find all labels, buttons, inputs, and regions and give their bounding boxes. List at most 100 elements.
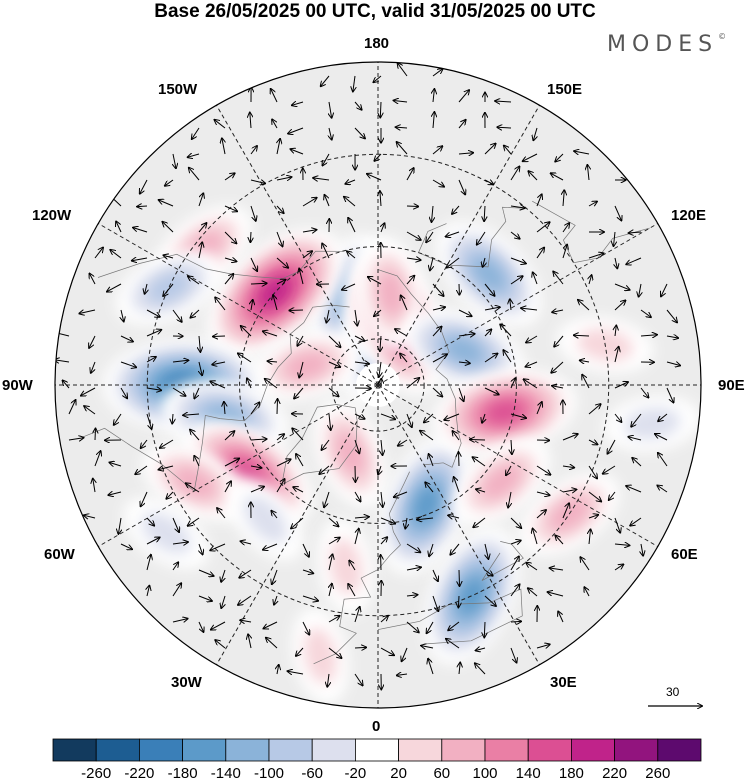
wind-vector-400: [550, 568, 564, 570]
wind-vector-245: [640, 387, 648, 398]
wind-vector-102: [536, 222, 550, 233]
wind-vector-155: [172, 309, 182, 322]
wind-vector-47: [140, 179, 148, 194]
wind-vector-125: [562, 245, 567, 259]
wind-vector-241: [524, 379, 538, 389]
wind-vector-360: [588, 515, 598, 518]
wind-vector-162: [355, 309, 357, 326]
wind-vector-367: [210, 543, 226, 550]
wind-vector-219: [580, 360, 590, 362]
wind-vector-34: [277, 139, 280, 155]
wind-vector-60: [484, 180, 493, 184]
wind-vector-262: [444, 413, 460, 420]
wind-vector-97: [406, 231, 421, 240]
meridian-300: [98, 384, 379, 547]
wind-vector-261: [424, 413, 434, 422]
wind-vector-90: [224, 231, 236, 243]
wind-vector-428: [354, 607, 360, 623]
coastline-segment-2: [281, 404, 358, 485]
wind-vector-204: [199, 361, 202, 375]
wind-vector-16: [192, 127, 200, 139]
wind-vector-19: [272, 120, 278, 129]
wind-vector-74: [325, 195, 330, 207]
wind-vector-114: [276, 257, 288, 268]
wind-vector-376: [450, 543, 460, 555]
wind-vector-456: [428, 659, 434, 675]
wind-vector-311: [506, 465, 512, 475]
coastline-segment-6: [532, 200, 650, 264]
wind-vector-165: [432, 307, 445, 310]
wind-vector-160: [289, 310, 304, 311]
wind-vector-81: [510, 206, 525, 208]
colorbar-swatch-8: [398, 738, 443, 762]
wind-vector-267: [588, 404, 601, 415]
wind-vector-121: [447, 257, 460, 268]
colorbar-label-9: 100: [472, 765, 498, 782]
wind-vector-453: [354, 673, 363, 685]
wind-vector-438: [248, 634, 251, 649]
colorbar-swatch-3: [182, 738, 227, 762]
wind-vector-280: [292, 428, 304, 441]
wind-vector-63: [551, 173, 564, 181]
wind-vector-164: [401, 296, 408, 311]
wind-vector-146: [533, 272, 538, 285]
wind-vector-441: [328, 647, 342, 658]
wind-vector-205: [212, 362, 226, 365]
wind-vector-298: [159, 466, 174, 470]
wind-vector-231: [265, 379, 278, 389]
wind-vector-287: [470, 440, 486, 441]
wind-vector-99: [446, 231, 460, 237]
wind-vector-430: [406, 621, 419, 632]
wind-vector-96: [381, 223, 385, 233]
wind-vector-187: [380, 335, 381, 351]
wind-vector-78: [432, 205, 434, 222]
lon-label-30w: 30W: [171, 674, 202, 691]
wind-vector-110: [164, 255, 174, 258]
anomaly-field: [103, 205, 701, 704]
wind-vector-25: [433, 112, 434, 129]
wind-vector-126: [588, 253, 603, 259]
wind-vector-319: [108, 492, 122, 495]
wind-vector-115: [302, 251, 312, 259]
wind-vector-269: [631, 413, 642, 427]
wind-vector-340: [657, 486, 668, 493]
wind-vector-396: [459, 569, 460, 586]
wind-vector-363: [120, 543, 132, 549]
wind-vector-250: [146, 413, 152, 429]
wind-vector-252: [183, 414, 200, 415]
wind-vector-286: [453, 431, 460, 441]
wind-vector-170: [552, 310, 564, 312]
colorbar-label-3: -140: [210, 765, 241, 782]
wind-vector-191: [484, 329, 491, 337]
wind-vector-450: [277, 665, 279, 675]
wind-vector-181: [213, 336, 226, 337]
wind-vector-135: [250, 283, 267, 284]
wind-vector-333: [476, 489, 486, 492]
wind-vector-242: [552, 386, 564, 388]
wind-vector-404: [172, 583, 181, 597]
wind-vector-134: [224, 274, 233, 285]
wind-vector-247: [68, 400, 76, 415]
wind-vector-227: [172, 387, 186, 396]
wind-vector-365: [172, 542, 188, 544]
wind-vector-314: [588, 465, 597, 478]
wind-vector-151: [661, 283, 668, 296]
wind-vector-43: [504, 146, 512, 155]
wind-vector-144: [484, 283, 495, 296]
wind-vector-350: [328, 517, 338, 526]
wind-vector-88: [163, 222, 174, 233]
wind-vector-171: [578, 300, 590, 311]
wind-vector-264: [510, 413, 526, 418]
wind-vector-139: [342, 283, 356, 290]
wind-vector-228: [194, 387, 200, 398]
wind-vector-439: [266, 638, 278, 649]
wind-vector-2: [374, 75, 382, 82]
anomaly-positive-9: [251, 332, 363, 400]
wind-vector-394: [406, 567, 421, 570]
wind-vector-50: [224, 173, 235, 181]
wind-vector-437: [215, 640, 226, 649]
wind-vector-416: [484, 595, 496, 606]
wind-vector-198: [666, 336, 678, 338]
wind-vector-431: [427, 621, 434, 633]
